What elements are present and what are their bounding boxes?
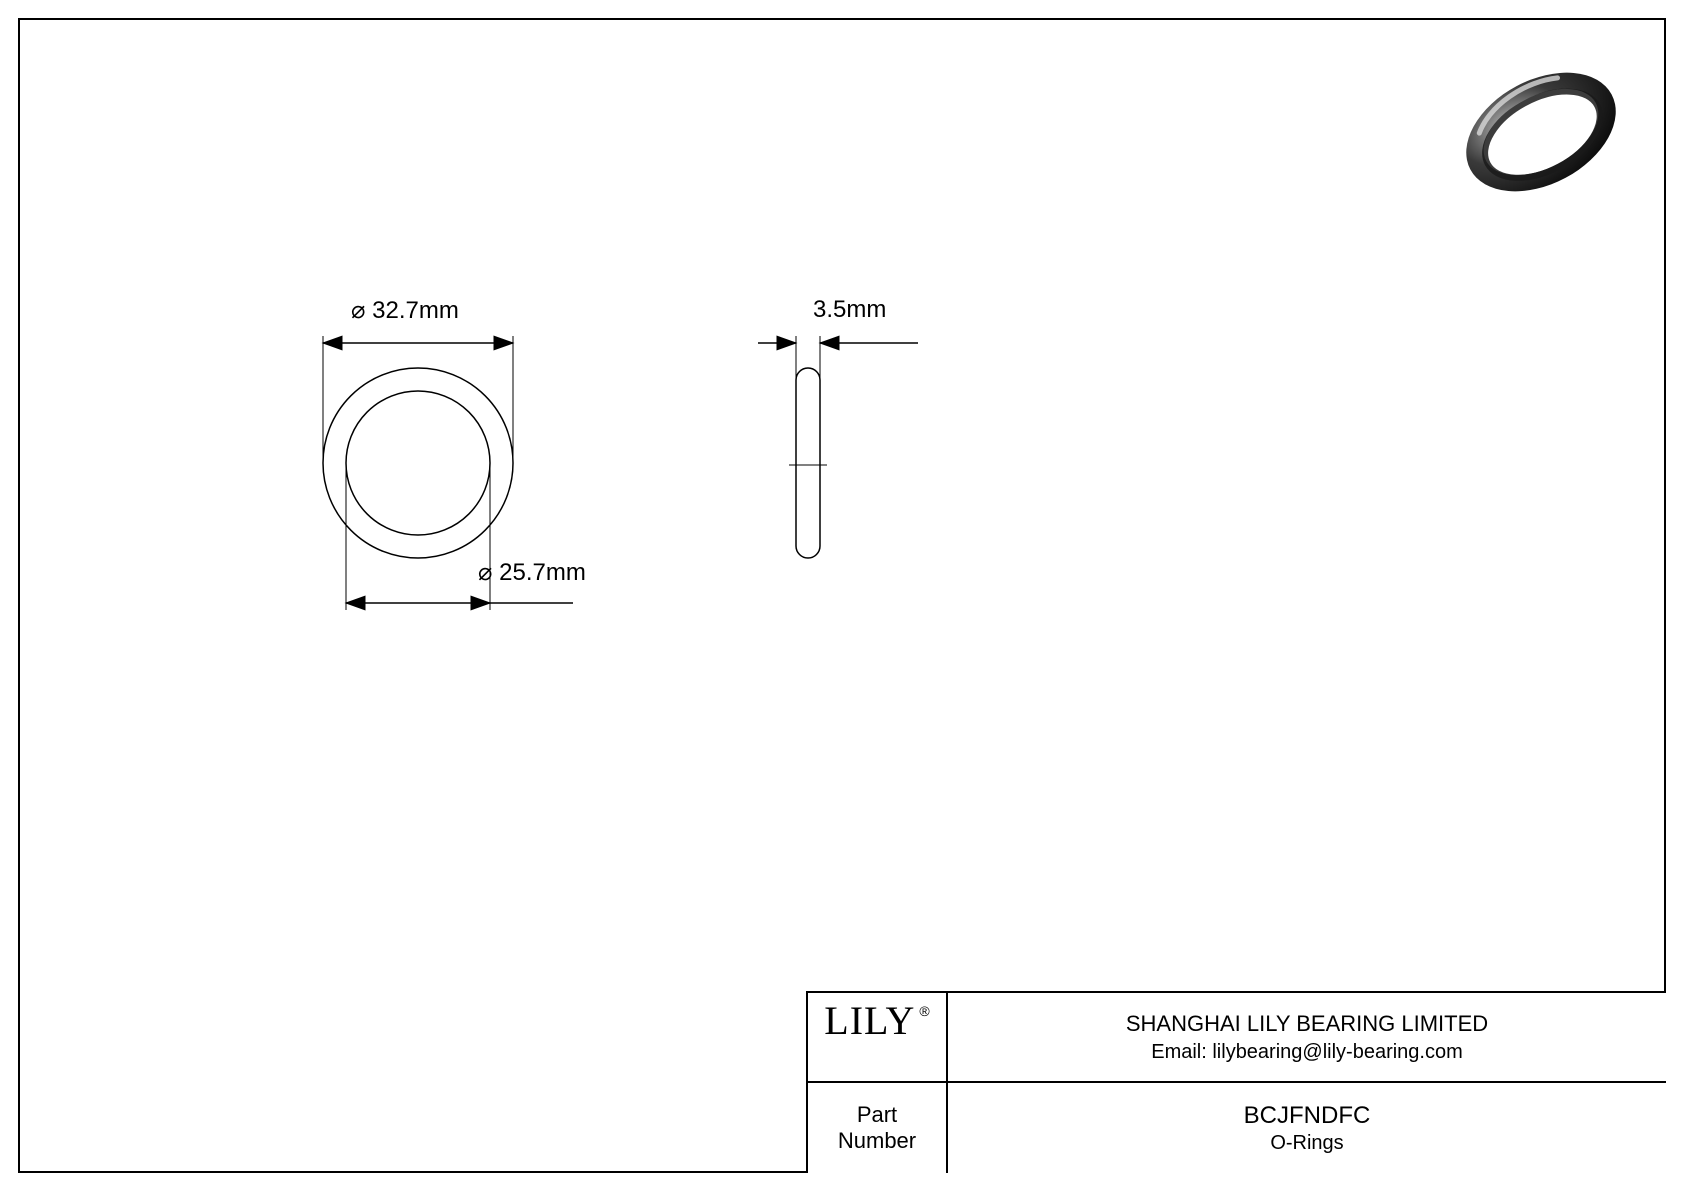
part-label-line1: Part bbox=[857, 1102, 897, 1128]
part-info-cell: BCJFNDFC O-Rings bbox=[948, 1083, 1666, 1173]
width-dimension bbox=[758, 336, 918, 378]
part-label-cell: Part Number bbox=[808, 1083, 948, 1173]
outer-diameter-dimension bbox=[323, 336, 513, 463]
isometric-ring-thumbnail bbox=[1454, 45, 1629, 220]
side-view bbox=[758, 336, 918, 558]
logo-text: LILY bbox=[824, 997, 915, 1044]
title-block: LILY ® SHANGHAI LILY BEARING LIMITED Ema… bbox=[806, 991, 1666, 1173]
drawing-sheet: ⌀ 32.7mm ⌀ 25.7mm 3.5mm bbox=[0, 0, 1684, 1191]
side-profile bbox=[796, 368, 820, 558]
ring-3d-svg bbox=[1454, 45, 1629, 220]
part-description: O-Rings bbox=[1270, 1132, 1343, 1155]
logo-cell: LILY ® bbox=[808, 993, 948, 1083]
company-name: SHANGHAI LILY BEARING LIMITED bbox=[1126, 1011, 1488, 1037]
outer-diameter-label: ⌀ 32.7mm bbox=[351, 296, 459, 325]
inner-circle bbox=[346, 391, 490, 535]
inner-diameter-dimension bbox=[346, 463, 573, 610]
outer-circle bbox=[323, 368, 513, 558]
company-cell: SHANGHAI LILY BEARING LIMITED Email: lil… bbox=[948, 993, 1666, 1083]
registered-mark-icon: ® bbox=[919, 1003, 929, 1019]
company-email: Email: lilybearing@lily-bearing.com bbox=[1151, 1041, 1463, 1064]
part-label-line2: Number bbox=[838, 1128, 916, 1154]
width-label: 3.5mm bbox=[813, 296, 886, 324]
part-number: BCJFNDFC bbox=[1244, 1102, 1371, 1130]
inner-diameter-label: ⌀ 25.7mm bbox=[478, 558, 586, 587]
